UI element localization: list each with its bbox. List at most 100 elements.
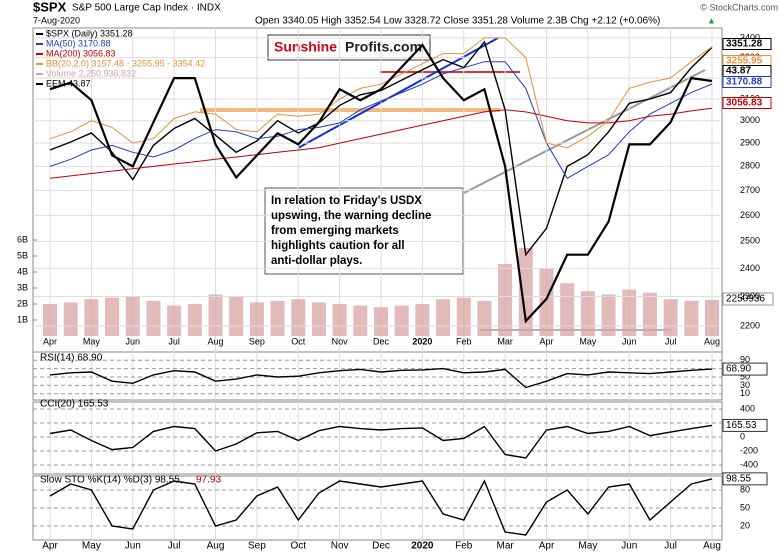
trend-line bbox=[459, 69, 706, 196]
volume-bar bbox=[415, 304, 430, 336]
y-tick-label: 50 bbox=[740, 502, 750, 512]
current-label: 3255.95 bbox=[726, 56, 763, 67]
y-tick-label: 2B bbox=[17, 298, 28, 308]
y-tick-label: 1B bbox=[17, 314, 28, 324]
volume-bar bbox=[105, 297, 120, 336]
up-arrow: ▲ bbox=[707, 15, 716, 25]
x-tick-label: Apr bbox=[42, 541, 58, 552]
x-tick-label: May bbox=[83, 336, 101, 346]
legend-label: MA(50) 3170.88 bbox=[46, 38, 111, 48]
legend-label: MA(200) 3056.83 bbox=[46, 48, 116, 58]
panel-title: RSI(14) 68.90 bbox=[40, 353, 103, 364]
x-tick-label: Jul bbox=[664, 541, 677, 552]
rsi-frame bbox=[32, 351, 723, 401]
series-line bbox=[49, 478, 713, 536]
logo-a: Sunshine bbox=[274, 39, 337, 55]
x-tick-label: Aug bbox=[704, 336, 720, 346]
x-tick-label: Sep bbox=[248, 541, 266, 552]
legend-label: Volume 2,250,936,832 bbox=[46, 68, 136, 78]
annotation-line: upswing, the warning decline bbox=[271, 210, 431, 222]
volume-bar bbox=[291, 299, 306, 336]
x-tick-label: May bbox=[82, 541, 101, 552]
volume-bar bbox=[125, 296, 140, 336]
current-box bbox=[722, 418, 768, 432]
y-tick-label: 2800 bbox=[740, 161, 760, 171]
panel-title-b: 97.93 bbox=[196, 475, 221, 486]
series-line bbox=[49, 37, 713, 149]
current-box bbox=[722, 292, 774, 306]
cci-frame bbox=[32, 401, 723, 475]
annotation-line: highlights caution for all bbox=[271, 240, 405, 252]
current-box bbox=[722, 38, 772, 50]
x-tick-label: Sep bbox=[249, 336, 265, 346]
volume-bar bbox=[84, 299, 99, 336]
current-label: 98.55 bbox=[726, 474, 751, 485]
y-tick-label: 3000 bbox=[740, 115, 760, 125]
y-tick-label: -200 bbox=[740, 445, 758, 455]
current-label: 3170.88 bbox=[726, 77, 763, 88]
volume-bar bbox=[353, 305, 368, 336]
y-tick-label: 2500 bbox=[740, 236, 760, 246]
x-tick-label: Jun bbox=[125, 336, 140, 346]
current-box bbox=[722, 362, 768, 376]
x-tick-label: May bbox=[579, 336, 597, 346]
index-name: S&P 500 Large Cap Index · INDX bbox=[72, 3, 221, 14]
volume-bar bbox=[477, 300, 492, 336]
x-tick-label: Apr bbox=[539, 336, 553, 346]
current-label: 2250936 bbox=[726, 294, 765, 305]
x-tick-label: Mar bbox=[497, 541, 515, 552]
current-label: 3056.83 bbox=[726, 98, 763, 109]
y-tick-label: 10 bbox=[740, 388, 750, 398]
volume-bar bbox=[229, 296, 244, 336]
y-tick-label: 4B bbox=[17, 266, 28, 276]
x-tick-label: Apr bbox=[43, 336, 57, 346]
volume-bar bbox=[43, 304, 57, 336]
annotation-line: from emerging markets bbox=[271, 225, 399, 237]
volume-bar bbox=[601, 294, 616, 336]
volume-bar bbox=[663, 299, 678, 336]
series-line bbox=[49, 424, 713, 459]
x-tick-label: Aug bbox=[207, 541, 225, 552]
series-line bbox=[49, 43, 713, 324]
y-tick-label: 90 bbox=[740, 355, 750, 365]
x-tick-label: 2020 bbox=[412, 336, 432, 346]
volume-bar bbox=[208, 294, 223, 336]
volume-bar bbox=[539, 268, 554, 336]
y-tick-label: 3B bbox=[17, 282, 28, 292]
x-tick-label: Jul bbox=[168, 336, 180, 346]
x-tick-label: Jul bbox=[168, 541, 181, 552]
y-tick-label: 50 bbox=[740, 371, 750, 381]
x-tick-label: Dec bbox=[373, 336, 390, 346]
x-tick-label: Nov bbox=[331, 541, 349, 552]
volume-bar bbox=[642, 292, 657, 336]
current-label: 3351.28 bbox=[726, 39, 763, 50]
series-line bbox=[49, 61, 713, 179]
volume-bar bbox=[622, 289, 637, 336]
y-tick-label: 2700 bbox=[740, 185, 760, 195]
x-tick-label: Dec bbox=[372, 541, 390, 552]
volume-bar bbox=[270, 300, 285, 336]
logo-b: Profits.com bbox=[345, 39, 422, 55]
x-tick-label: Jun bbox=[622, 336, 637, 346]
volume-bar bbox=[518, 248, 533, 336]
series-line bbox=[49, 107, 713, 179]
current-box bbox=[722, 97, 772, 109]
volume-bar bbox=[394, 305, 409, 336]
y-tick-label: 20 bbox=[740, 520, 750, 530]
legend-label: BB(20,2.0) 3157.48 - 3255.95 - 3354.42 bbox=[46, 58, 205, 68]
x-tick-label: Oct bbox=[291, 336, 306, 346]
y-tick-label: 2400 bbox=[740, 263, 760, 273]
volume-bar bbox=[187, 304, 202, 336]
y-tick-label: 5B bbox=[17, 250, 28, 260]
volume-bar bbox=[311, 302, 326, 336]
source: © StockCharts.com bbox=[700, 2, 778, 12]
y-tick-label: 2200 bbox=[740, 320, 760, 330]
current-label: 43.87 bbox=[726, 66, 751, 77]
x-tick-label: Feb bbox=[456, 336, 472, 346]
x-tick-label: 2020 bbox=[411, 541, 434, 552]
current-box bbox=[722, 472, 768, 486]
y-tick-label: 2300 bbox=[740, 291, 760, 301]
current-label: 68.90 bbox=[726, 364, 751, 375]
volume-bar bbox=[146, 300, 161, 336]
